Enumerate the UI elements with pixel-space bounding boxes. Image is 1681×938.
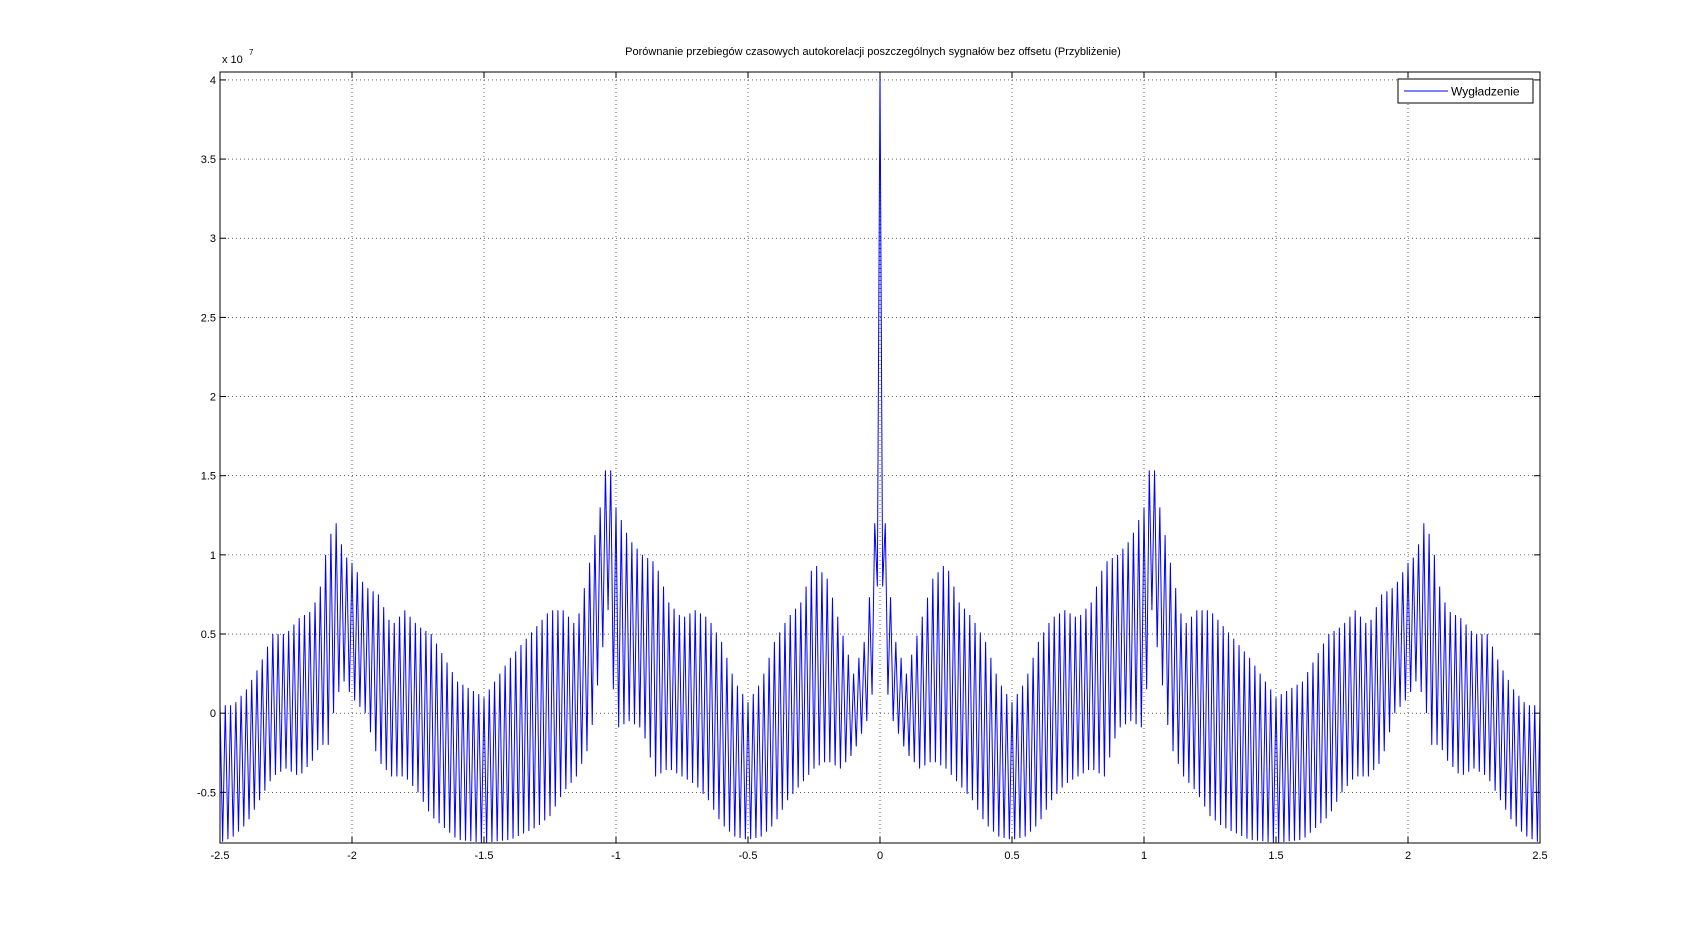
chart-title: Porównanie przebiegów czasowych autokore…: [625, 46, 1121, 58]
y-tick-label: 3.5: [201, 154, 216, 166]
y-tick-label: 2: [210, 392, 216, 404]
x-tick-label: 1: [1141, 850, 1147, 862]
series-line: [220, 72, 1540, 843]
y-tick-label: 1: [210, 550, 216, 562]
series-layer: [220, 72, 1540, 843]
legend: Wygładzenie: [1397, 78, 1534, 104]
x-tick-label: -2: [347, 850, 357, 862]
x-tick-labels: -2.5 -2 -1.5 -1 -0.5 0 0.5 1 1.5 2 2.5: [211, 850, 1548, 862]
x-tick-label: 2.5: [1532, 850, 1547, 862]
x-tick-label: -2.5: [211, 850, 230, 862]
y-tick-label: 4: [210, 75, 216, 87]
y-multiplier: x 10 7: [222, 48, 254, 66]
y-tick-label: 1.5: [201, 471, 216, 483]
plot-area: -2.5 -2 -1.5 -1 -0.5 0 0.5 1 1.5 2 2.5 -0.5 0 0.5 1 1.…: [197, 71, 1548, 862]
y-tick-labels: -0.5 0 0.5 1 1.5 2 2.5 3 3.5 4: [197, 75, 216, 799]
x-tick-label: -1.5: [475, 850, 494, 862]
x-tick-label: 1.5: [1268, 850, 1283, 862]
grid-lines: [220, 72, 1540, 843]
x-tick-label: 0: [877, 850, 883, 862]
y-tick-label: 0: [210, 708, 216, 720]
axes-frame: [219, 71, 1541, 844]
y-multiplier-exponent: 7: [249, 48, 254, 57]
x-tick-label: -0.5: [739, 850, 758, 862]
y-multiplier-base: x 10: [222, 54, 243, 66]
x-tick-label: -1: [611, 850, 621, 862]
y-tick-label: 0.5: [201, 629, 216, 641]
y-tick-label: 3: [210, 233, 216, 245]
y-tick-label: 2.5: [201, 312, 216, 324]
x-tick-label: 2: [1405, 850, 1411, 862]
plot-background: [220, 72, 1540, 843]
y-tick-label: -0.5: [197, 787, 216, 799]
x-tick-label: 0.5: [1004, 850, 1019, 862]
legend-label: Wygładzenie: [1451, 85, 1520, 99]
